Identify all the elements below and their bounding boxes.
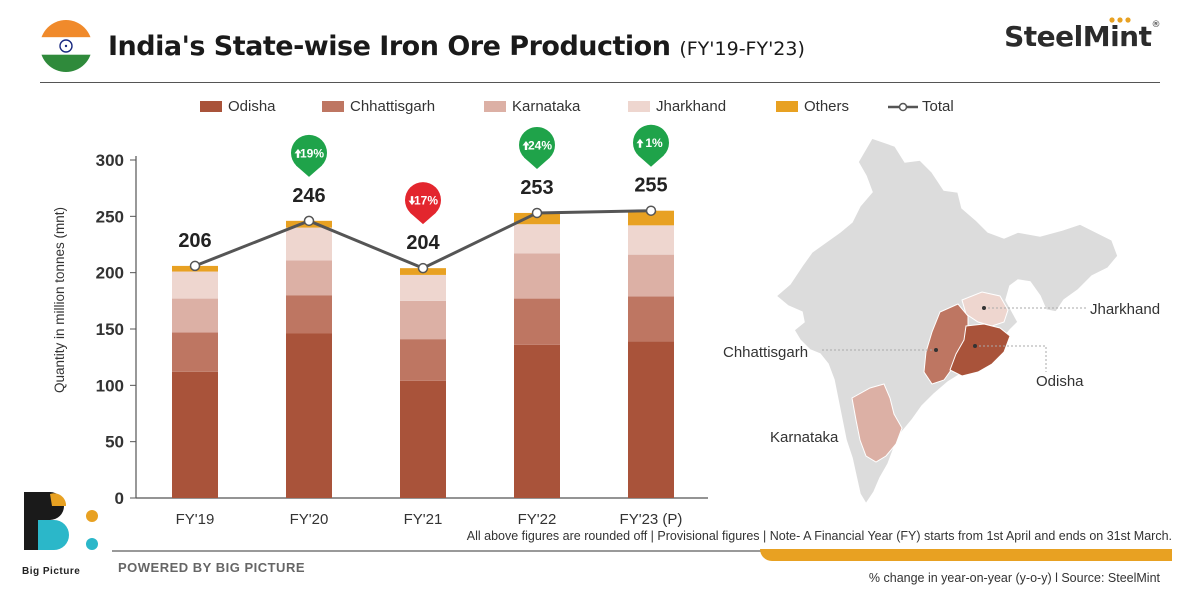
legend-item-others: Others <box>776 98 849 115</box>
source-note: % change in year-on-year (y-o-y) l Sourc… <box>868 571 1160 585</box>
map-label-jharkhand: Jharkhand <box>1090 301 1160 318</box>
legend-item-chhattisgarh: Chhattisgarh <box>322 98 435 115</box>
legend-label-karnataka: Karnataka <box>512 98 581 115</box>
page-title: India's State-wise Iron Ore Production (… <box>108 31 805 62</box>
legend-swatch-others <box>776 101 798 112</box>
legend-label-total: Total <box>922 98 954 115</box>
map-label-odisha: Odisha <box>1036 373 1084 390</box>
legend-swatch-karnataka <box>484 101 506 112</box>
powered-by-text: POWERED BY BIG PICTURE <box>118 560 306 575</box>
leader-odisha <box>975 345 1047 372</box>
map-label-karnataka: Karnataka <box>770 429 839 446</box>
map-region-chhattisgarh <box>923 303 969 385</box>
title-main: India's State-wise Iron Ore Production <box>108 31 671 62</box>
brand-dots-icon <box>1109 17 1131 23</box>
brand-name: SteelMint <box>1004 20 1152 53</box>
legend-item-karnataka: Karnataka <box>484 98 580 115</box>
legend-item-odisha: Odisha <box>200 98 276 115</box>
title-subtitle: (FY'19-FY'23) <box>679 38 805 60</box>
legend-swatch-chhattisgarh <box>322 101 344 112</box>
brand-registered-mark: ® <box>1151 20 1161 30</box>
map-region-odisha <box>949 323 1011 377</box>
india-flag-icon <box>40 20 92 72</box>
footer-divider <box>112 550 1172 552</box>
map-label-chhattisgarh: Chhattisgarh <box>723 344 808 361</box>
big-picture-logo-icon <box>22 490 106 580</box>
big-picture-logo-text: Big Picture <box>22 566 81 577</box>
header-divider <box>40 82 1160 83</box>
legend-item-jharkhand: Jharkhand <box>628 98 726 115</box>
chart-legend: Odisha Chhattisgarh Karnataka Jharkhand … <box>0 98 1200 118</box>
brand-logo: SteelMint® <box>1004 17 1161 53</box>
legend-label-others: Others <box>804 98 850 115</box>
footnote: All above figures are rounded off | Prov… <box>466 529 1172 543</box>
marker-odisha <box>973 344 977 348</box>
footer-accent-bar <box>760 549 1172 561</box>
legend-swatch-jharkhand <box>628 101 650 112</box>
legend-label-chhattisgarh: Chhattisgarh <box>350 98 436 115</box>
legend-swatch-odisha <box>200 101 222 112</box>
legend-item-total: Total <box>888 98 954 115</box>
marker-chhattisgarh <box>934 348 938 352</box>
legend-total-line-icon <box>888 102 918 111</box>
legend-label-odisha: Odisha <box>228 98 276 115</box>
map-region-karnataka <box>851 383 903 463</box>
marker-jharkhand <box>982 306 986 310</box>
legend-label-jharkhand: Jharkhand <box>656 98 727 115</box>
